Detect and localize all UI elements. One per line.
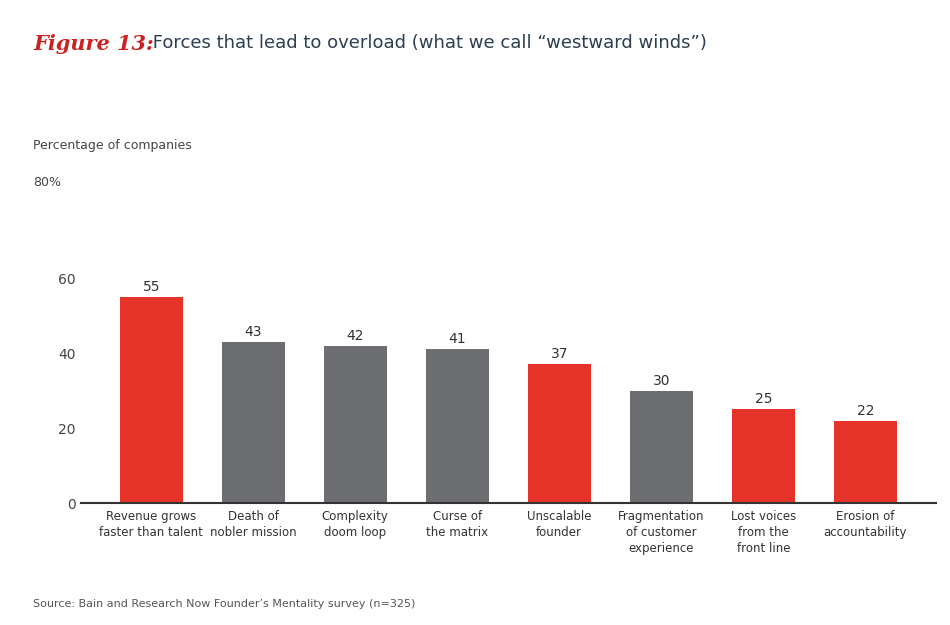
Bar [834,421,897,503]
Text: 55: 55 [142,280,160,294]
Bar [324,346,387,503]
Text: What are the key internal barriers that hold back growth of our business?: What are the key internal barriers that … [168,102,782,117]
Bar [630,391,693,503]
Text: Percentage of companies: Percentage of companies [33,139,192,152]
Bar [426,349,489,503]
Text: 43: 43 [244,325,262,339]
Bar [527,364,591,503]
Text: 25: 25 [754,392,772,406]
Text: Forces that lead to overload (what we call “westward winds”): Forces that lead to overload (what we ca… [147,34,707,52]
Text: 37: 37 [550,348,568,361]
Text: 41: 41 [448,332,466,346]
Bar [120,297,182,503]
Text: Figure 13:: Figure 13: [33,34,154,54]
Bar [732,409,795,503]
Text: 80%: 80% [33,176,61,189]
Text: 22: 22 [857,404,874,418]
Text: Source: Bain and Research Now Founder’s Mentality survey (n=325): Source: Bain and Research Now Founder’s … [33,599,416,609]
Bar [221,342,285,503]
Text: 42: 42 [347,329,364,342]
Text: 30: 30 [653,374,670,388]
